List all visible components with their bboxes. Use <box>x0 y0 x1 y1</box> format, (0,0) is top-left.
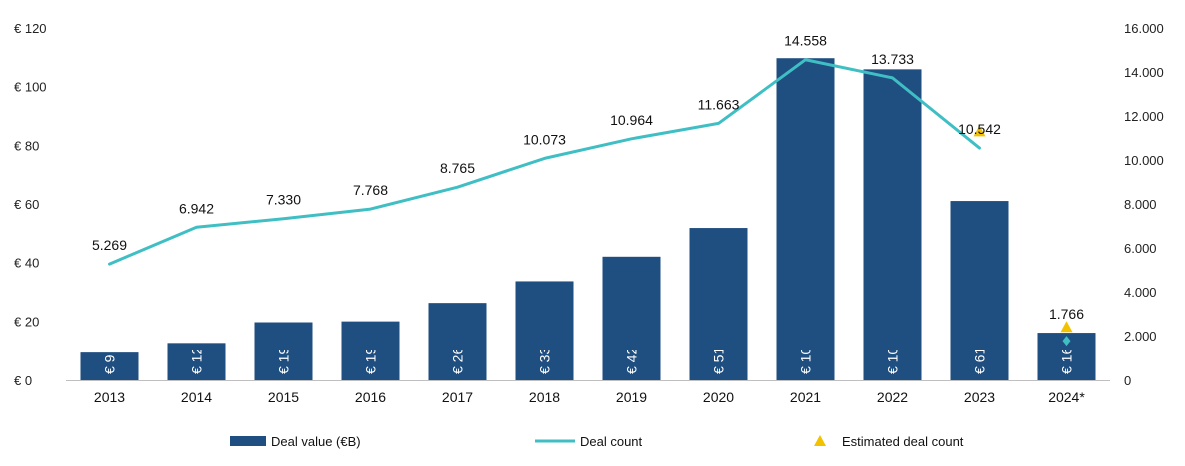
deal-count-label-2014: 6.942 <box>179 200 214 216</box>
deal-count-label-2017: 8.765 <box>440 160 475 176</box>
deal-count-label-2024*: 1.766 <box>1049 306 1084 322</box>
right-tick: 14.000 <box>1124 65 1164 80</box>
estimated-deal-count-marker-2023 <box>973 125 986 137</box>
bar-label-2023: € 61,0 <box>972 335 988 374</box>
left-tick: € 20 <box>14 314 39 329</box>
right-tick: 8.000 <box>1124 197 1157 212</box>
x-tick-2020: 2020 <box>703 389 734 405</box>
deal-count-label-2021: 14.558 <box>784 33 827 49</box>
left-tick: € 80 <box>14 138 39 153</box>
bar-2021 <box>776 58 835 381</box>
legend: Deal value (€B) Deal count Estimated deal … <box>230 434 964 449</box>
bar-label-2018: € 33,6 <box>537 335 553 374</box>
deal-count-label-2016: 7.768 <box>353 182 388 198</box>
bar-2013 <box>80 352 139 380</box>
estimate-markers <box>973 125 1073 347</box>
x-axis-tick-labels: 2013 2014 2015 2016 2017 2018 2019 2020 2021 2022… <box>94 389 1085 405</box>
bar-value-labels: € 9 € 12 € 19,6 € 19,9 € 26,2 € 33,6 € 42,0 € 5… <box>102 327 1075 374</box>
bar-label-2019: € 42,0 <box>624 335 640 374</box>
left-tick: € 0 <box>14 373 32 388</box>
deal-count-label-2018: 10.073 <box>523 131 566 147</box>
deal-count-label-2022: 13.733 <box>871 51 914 67</box>
bar-label-2014: € 12 <box>189 347 205 374</box>
right-tick: 4.000 <box>1124 285 1157 300</box>
bar-2023 <box>950 201 1009 380</box>
x-tick-2015: 2015 <box>268 389 299 405</box>
x-tick-2016: 2016 <box>355 389 386 405</box>
left-tick: € 60 <box>14 197 39 212</box>
bar-label-2013: € 9 <box>102 354 118 374</box>
bar-2016 <box>341 321 400 380</box>
bar-label-2020: € 51,8 <box>711 335 727 374</box>
bar-2020 <box>689 228 748 380</box>
right-tick: 12.000 <box>1124 109 1164 124</box>
bar-2017 <box>428 303 487 380</box>
x-tick-2023: 2023 <box>964 389 995 405</box>
bar-2019 <box>602 256 661 380</box>
x-tick-2019: 2019 <box>616 389 647 405</box>
bar-label-2021: € 109,7 <box>798 327 814 374</box>
legend-label-deal-count: Deal count <box>580 434 643 449</box>
deal-count-label-2023: 10.542 <box>958 121 1001 137</box>
left-tick: € 40 <box>14 256 39 271</box>
bar-label-2024*: € 16,0 <box>1059 335 1075 374</box>
left-tick: € 120 <box>14 21 47 36</box>
right-tick: 16.000 <box>1124 21 1164 36</box>
deal-count-label-2015: 7.330 <box>266 192 301 208</box>
bar-2014 <box>167 343 226 380</box>
legend-label-deal-value: Deal value (€B) <box>271 434 361 449</box>
line-series <box>108 58 981 266</box>
x-tick-2022: 2022 <box>877 389 908 405</box>
bar-2018 <box>515 281 574 380</box>
bar-label-2015: € 19,6 <box>276 335 292 374</box>
x-tick-2024*: 2024* <box>1048 389 1085 405</box>
bar-label-2017: € 26,2 <box>450 335 466 374</box>
right-tick: 2.000 <box>1124 329 1157 344</box>
right-tick: 6.000 <box>1124 241 1157 256</box>
x-tick-2018: 2018 <box>529 389 560 405</box>
bar-series <box>80 58 1096 381</box>
bar-2022 <box>863 69 922 381</box>
x-tick-2013: 2013 <box>94 389 125 405</box>
line-value-labels: 5.269 6.942 7.330 7.768 8.765 10.073 10.964 11.… <box>92 33 1084 322</box>
right-tick: 0 <box>1124 373 1131 388</box>
legend-swatch-deal-value <box>230 436 266 446</box>
x-tick-2021: 2021 <box>790 389 821 405</box>
x-tick-2017: 2017 <box>442 389 473 405</box>
estimated-deal-count-marker-2024* <box>1060 321 1073 333</box>
left-tick: € 100 <box>14 80 47 95</box>
bar-label-2016: € 19,9 <box>363 335 379 374</box>
deal-count-line <box>108 58 981 266</box>
deal-count-2024-marker <box>1062 336 1071 347</box>
legend-swatch-estimated <box>814 435 826 446</box>
deal-count-label-2020: 11.663 <box>698 96 740 112</box>
right-axis-tick-labels: 0 2.000 4.000 6.000 8.000 10.000 12.000 14.000 1… <box>1124 21 1164 388</box>
left-axis-tick-labels: € 0 € 20 € 40 € 60 € 80 € 100 € 120 <box>14 21 47 388</box>
bar-2015 <box>254 322 313 380</box>
bar-label-2022: € 105,9 <box>885 327 901 374</box>
right-tick: 10.000 <box>1124 153 1164 168</box>
deal-count-label-2013: 5.269 <box>92 237 127 253</box>
x-tick-2014: 2014 <box>181 389 212 405</box>
legend-label-estimated: Estimated deal count <box>842 434 964 449</box>
deal-count-label-2019: 10.964 <box>610 112 653 128</box>
